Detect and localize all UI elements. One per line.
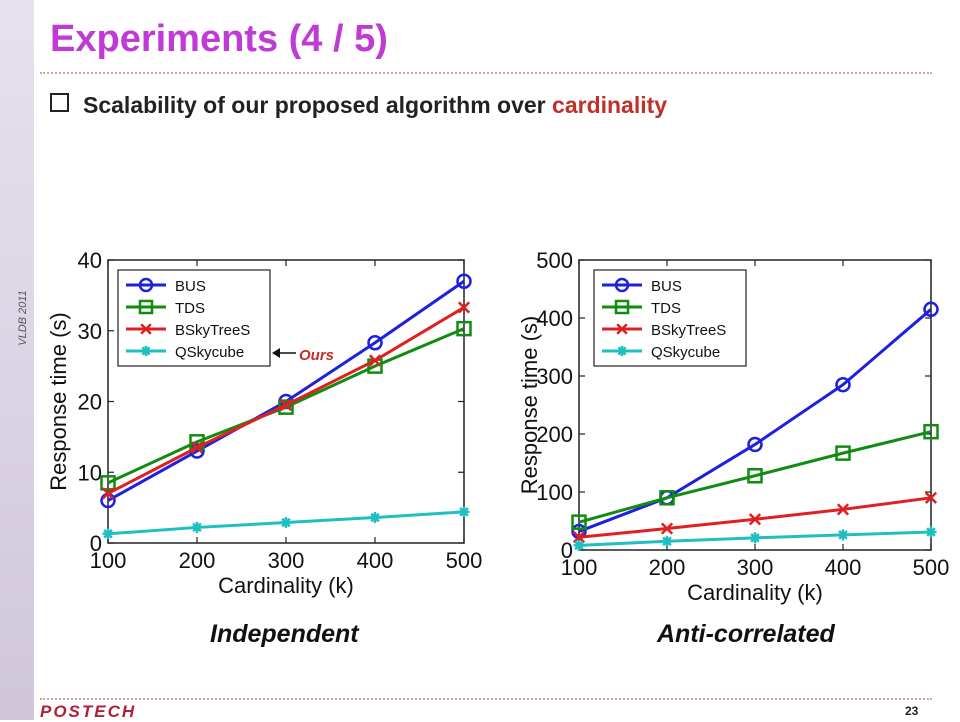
caption-anticorrelated: Anti-correlated: [657, 620, 835, 648]
right-series-line-bus: [578, 308, 932, 533]
left-xtick-label: 200: [179, 548, 216, 573]
postech-logo: POSTECH: [40, 702, 137, 721]
right-point-bskytrees: [748, 513, 762, 526]
ours-arrow-head: [272, 348, 280, 358]
right-legend-label: BUS: [651, 278, 682, 295]
right-point-bskytrees: [836, 503, 850, 516]
right-point-qskycube: [661, 535, 673, 547]
left-point-qskycube: [191, 521, 203, 533]
right-point-tds: [923, 423, 939, 440]
left-legend-label: TDS: [175, 300, 205, 317]
right-xtick-label: 400: [825, 555, 862, 580]
right-point-bskytrees: [660, 522, 674, 535]
right-ytick-label: 300: [536, 364, 573, 389]
right-point-tds: [835, 445, 851, 461]
right-legend-label: TDS: [651, 300, 681, 317]
right-series-line-tds: [578, 430, 932, 524]
right-legend-marker: [614, 277, 630, 293]
left-yaxis-label: Response time (s): [46, 312, 71, 491]
right-xtick-label: 500: [913, 555, 950, 580]
title-divider: [40, 72, 932, 74]
right-point-tds: [747, 468, 763, 484]
right-xtick-label: 100: [561, 555, 598, 580]
right-point-qskycube: [749, 532, 761, 544]
left-legend-label: BUS: [175, 278, 206, 295]
right-legend-marker: [614, 299, 630, 315]
left-legend-marker: [138, 277, 154, 293]
left-legend-marker: [140, 323, 152, 335]
right-point-bskytrees: [924, 491, 938, 504]
bullet-highlight: cardinality: [552, 92, 668, 118]
left-legend-marker: [140, 345, 152, 357]
bullet-box-icon: [50, 93, 69, 112]
ours-annotation: Ours: [299, 347, 334, 364]
right-yaxis-label: Response time (s): [517, 316, 542, 495]
left-point-qskycube: [280, 516, 292, 529]
right-ytick-label: 100: [536, 480, 573, 505]
left-legend-marker: [138, 299, 154, 315]
left-legend-label: QSkycube: [175, 344, 244, 361]
right-xtick-label: 300: [737, 555, 774, 580]
left-point-bus: [456, 273, 472, 289]
bullet-line: Scalability of our proposed algorithm ov…: [50, 92, 667, 119]
left-ytick-label: 10: [78, 460, 102, 485]
caption-independent: Independent: [210, 620, 359, 648]
right-point-qskycube: [925, 526, 937, 538]
right-point-bus: [747, 436, 763, 453]
footer-divider: [40, 698, 932, 700]
right-point-bus: [835, 376, 851, 393]
right-xaxis-label: Cardinality (k): [687, 580, 823, 605]
left-point-tds: [456, 320, 472, 337]
right-legend-label: BSkyTreeS: [651, 322, 726, 339]
right-point-bskytrees: [572, 531, 586, 544]
left-point-bskytrees: [457, 301, 471, 314]
right-ytick-label: 0: [561, 538, 573, 563]
left-point-bskytrees: [190, 441, 204, 454]
right-legend-label: QSkycube: [651, 344, 720, 361]
left-legend-label: BSkyTreeS: [175, 322, 250, 339]
left-xaxis-label: Cardinality (k): [218, 573, 354, 598]
right-point-qskycube: [837, 529, 849, 541]
right-point-tds: [659, 490, 675, 506]
left-ytick-label: 40: [78, 248, 102, 273]
right-ytick-label: 200: [536, 422, 573, 447]
sidebar-band: VLDB 2011: [0, 0, 34, 720]
left-point-qskycube: [369, 512, 381, 524]
right-legend-marker: [616, 345, 628, 357]
left-point-bskytrees: [368, 354, 382, 367]
left-ytick-label: 30: [78, 319, 102, 344]
left-point-tds: [100, 475, 116, 491]
left-point-bskytrees: [101, 487, 115, 500]
right-point-bus: [923, 301, 939, 318]
page-number: 23: [905, 704, 919, 718]
left-xtick-label: 300: [268, 548, 305, 573]
right-ytick-label: 500: [536, 248, 573, 273]
left-xtick-label: 400: [357, 548, 394, 573]
left-ytick-label: 0: [90, 531, 102, 556]
left-point-bskytrees: [279, 398, 293, 412]
left-point-qskycube: [458, 506, 470, 518]
left-point-qskycube: [102, 528, 114, 540]
right-ytick-label: 400: [536, 306, 573, 331]
left-xtick-label: 500: [446, 548, 483, 573]
right-legend-marker: [616, 323, 628, 335]
left-xtick-label: 100: [90, 548, 127, 573]
left-ytick-label: 20: [78, 390, 102, 415]
right-point-tds: [571, 514, 587, 530]
page-title: Experiments (4 / 5): [50, 18, 388, 60]
bullet-text: Scalability of our proposed algorithm ov…: [83, 92, 553, 118]
left-point-bus: [367, 335, 383, 351]
right-point-qskycube: [573, 539, 585, 551]
right-xtick-label: 200: [649, 555, 686, 580]
left-series-line-tds: [107, 327, 465, 485]
